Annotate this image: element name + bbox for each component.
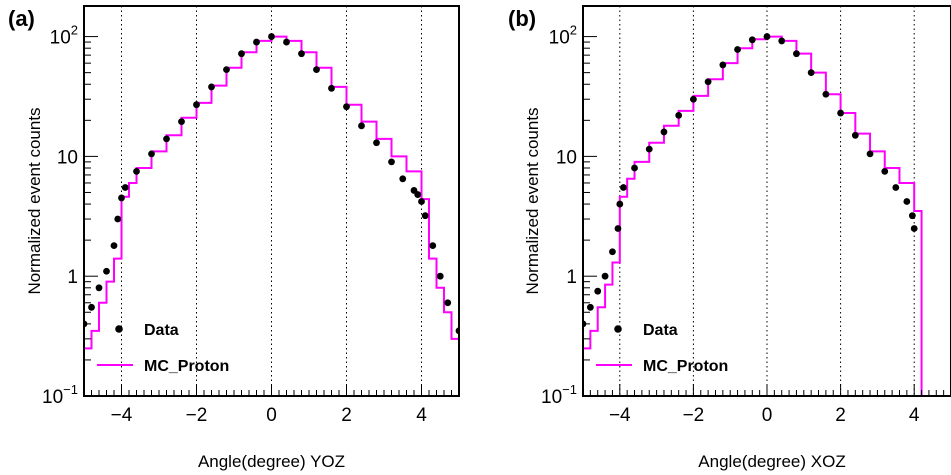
y-tick-label: 10−1 bbox=[541, 382, 577, 408]
data-point bbox=[223, 66, 230, 74]
data-point bbox=[594, 287, 602, 295]
data-point bbox=[444, 299, 452, 307]
data-point bbox=[313, 66, 320, 74]
data-point bbox=[103, 267, 110, 275]
data-point bbox=[429, 242, 437, 250]
data-point bbox=[778, 37, 786, 45]
x-tick-label: 0 bbox=[266, 405, 277, 426]
data-point bbox=[822, 90, 830, 98]
data-point bbox=[793, 50, 800, 58]
legend-data-label: Data bbox=[144, 322, 179, 339]
chart-panel-a: −4 −2 0 2 4 10−1 1 10 102 (a) Normalized event cou… bbox=[8, 5, 460, 471]
data-point bbox=[133, 167, 140, 175]
data-point bbox=[118, 194, 125, 202]
x-tick-label: −4 bbox=[111, 405, 133, 426]
data-point bbox=[373, 139, 380, 147]
data-point bbox=[418, 198, 425, 205]
data-point bbox=[620, 184, 627, 191]
data-point bbox=[95, 284, 103, 292]
x-axis-label: Angle(degree) XOZ bbox=[698, 452, 845, 471]
data-point bbox=[892, 184, 900, 191]
data-point bbox=[866, 150, 874, 158]
data-point bbox=[283, 38, 290, 46]
plot-area bbox=[583, 33, 923, 396]
data-point bbox=[193, 101, 200, 109]
plot-area bbox=[84, 33, 459, 396]
data-point bbox=[88, 303, 95, 311]
y-tick-label: 10−1 bbox=[42, 382, 78, 408]
data-point bbox=[110, 242, 118, 250]
y-axis-label: Normalized event counts bbox=[25, 107, 44, 294]
panel-label: (a) bbox=[8, 6, 35, 31]
data-point bbox=[208, 83, 215, 91]
data-point bbox=[298, 50, 305, 58]
data-point bbox=[121, 184, 129, 191]
x-tick-label: 2 bbox=[341, 405, 352, 426]
data-point bbox=[436, 272, 444, 280]
x-tick-label: 4 bbox=[416, 405, 427, 426]
data-point bbox=[414, 191, 422, 198]
x-axis-label: Angle(degree) YOZ bbox=[198, 452, 345, 471]
data-point bbox=[253, 38, 260, 46]
data-point bbox=[631, 164, 638, 172]
data-point bbox=[837, 109, 844, 117]
data-point bbox=[807, 69, 815, 77]
y-tick-label: 10 bbox=[57, 147, 78, 168]
chart-panel-b: −4 −2 0 2 4 10−1 1 10 102 (b) Normalized event cou… bbox=[508, 5, 951, 471]
y-tick-label: 1 bbox=[566, 267, 577, 288]
data-point bbox=[748, 36, 756, 44]
data-point bbox=[645, 145, 653, 153]
legend-data-marker bbox=[115, 325, 123, 333]
mc-proton-step-line bbox=[583, 35, 923, 396]
data-point bbox=[238, 50, 245, 58]
data-point bbox=[163, 135, 170, 143]
legend-data-label: Data bbox=[643, 322, 678, 339]
data-point bbox=[148, 150, 155, 158]
y-tick-label: 102 bbox=[50, 23, 78, 49]
legend-data-marker bbox=[614, 325, 622, 333]
mc-proton-step-line bbox=[84, 35, 459, 396]
data-point bbox=[114, 215, 122, 223]
data-point bbox=[586, 303, 594, 311]
x-tick-label: −4 bbox=[609, 405, 631, 426]
y-tick-label: 10 bbox=[556, 147, 577, 168]
data-point bbox=[614, 225, 622, 232]
data-point bbox=[660, 128, 668, 136]
data-point bbox=[358, 122, 365, 130]
legend-mc-label: MC_Proton bbox=[144, 358, 229, 375]
y-tick-label: 102 bbox=[549, 23, 577, 49]
data-point bbox=[704, 78, 712, 86]
panel-label: (b) bbox=[508, 6, 536, 31]
data-point bbox=[908, 212, 916, 220]
x-tick-label: 0 bbox=[762, 405, 773, 426]
data-point bbox=[268, 33, 275, 40]
data-point bbox=[343, 103, 350, 111]
y-tick-label: 1 bbox=[67, 267, 78, 288]
data-point bbox=[881, 167, 889, 175]
data-point bbox=[616, 200, 624, 208]
data-point bbox=[734, 46, 741, 53]
data-point bbox=[851, 131, 859, 139]
data-point bbox=[601, 272, 609, 280]
data-point bbox=[903, 198, 911, 205]
data-point bbox=[421, 212, 429, 220]
data-point bbox=[399, 175, 407, 183]
data-point bbox=[910, 225, 918, 232]
data-point bbox=[763, 33, 771, 40]
data-point bbox=[178, 118, 185, 126]
data-point bbox=[690, 95, 697, 103]
y-axis-label: Normalized event counts bbox=[523, 107, 542, 294]
data-point bbox=[388, 158, 395, 166]
x-tick-label: −2 bbox=[186, 405, 208, 426]
x-tick-label: 4 bbox=[909, 405, 920, 426]
data-point bbox=[609, 248, 616, 256]
legend-mc-label: MC_Proton bbox=[643, 358, 728, 375]
data-point bbox=[719, 61, 727, 69]
data-point bbox=[328, 84, 335, 92]
data-point bbox=[675, 111, 683, 119]
x-tick-label: −2 bbox=[683, 405, 705, 426]
x-tick-label: 2 bbox=[835, 405, 846, 426]
